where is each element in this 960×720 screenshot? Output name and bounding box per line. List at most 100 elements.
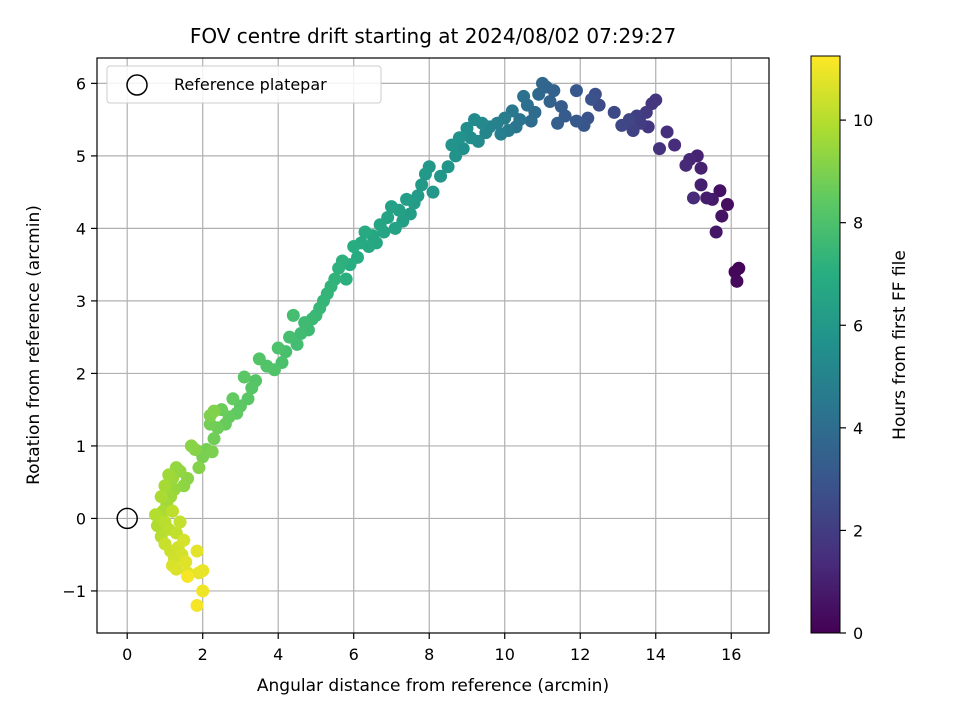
reference-platepar-marker — [116, 507, 138, 530]
data-point — [373, 218, 387, 232]
plot-frame — [96, 57, 770, 634]
data-point — [494, 127, 508, 141]
x-axis-ticks: 0 2 4 6 8 10 12 14 16 — [122, 633, 741, 664]
y-axis-ticks: −1 0 1 2 3 4 5 6 — [62, 74, 97, 601]
data-point — [694, 161, 708, 175]
x-tick-label: 2 — [198, 645, 208, 664]
y-tick-label: 6 — [76, 74, 86, 93]
y-tick-label: −1 — [62, 582, 86, 601]
data-point — [388, 221, 402, 235]
colorbar-tick-label: 8 — [853, 214, 863, 233]
data-point — [434, 169, 448, 183]
data-point — [713, 184, 727, 198]
data-point — [679, 158, 693, 172]
colorbar-tick-label: 2 — [853, 521, 863, 540]
data-point — [184, 439, 198, 453]
x-tick-label: 0 — [122, 645, 132, 664]
data-point — [626, 124, 640, 138]
data-point — [283, 330, 297, 344]
data-point — [569, 114, 583, 128]
data-point — [694, 178, 708, 192]
colorbar-ticks: 0 2 4 6 8 10 — [840, 111, 873, 643]
data-point — [585, 92, 599, 106]
legend-label-reference-platepar: Reference platepar — [174, 75, 327, 94]
data-point — [554, 100, 568, 114]
data-point — [615, 118, 629, 132]
data-point — [358, 225, 372, 239]
data-point — [532, 87, 546, 101]
colorbar-tick-label: 4 — [853, 419, 863, 438]
data-point — [543, 95, 557, 109]
legend: Reference platepar — [106, 65, 382, 104]
data-point — [154, 490, 168, 504]
data-points — [149, 76, 746, 612]
legend-box — [106, 65, 382, 104]
data-point — [607, 105, 621, 119]
colorbar-tick-label: 10 — [853, 111, 873, 130]
data-point — [162, 468, 176, 482]
x-tick-label: 14 — [646, 645, 666, 664]
data-point — [418, 167, 432, 181]
y-tick-label: 0 — [76, 509, 86, 528]
data-point — [653, 142, 667, 156]
data-point — [271, 341, 285, 355]
chart-title: FOV centre drift starting at 2024/08/02 … — [190, 24, 676, 48]
x-tick-label: 10 — [495, 645, 515, 664]
data-point — [339, 272, 353, 286]
y-tick-label: 1 — [76, 437, 86, 456]
data-point — [196, 584, 210, 598]
x-tick-label: 6 — [349, 645, 359, 664]
data-point — [426, 185, 440, 199]
data-point — [181, 569, 195, 583]
data-point — [668, 138, 682, 152]
data-point — [332, 261, 346, 275]
data-point — [177, 533, 191, 547]
data-point — [449, 149, 463, 163]
data-point — [384, 200, 398, 214]
data-point — [400, 192, 414, 206]
data-point — [347, 240, 361, 254]
colorbar-tick-label: 0 — [853, 624, 863, 643]
data-point — [441, 160, 455, 174]
data-point — [468, 113, 482, 127]
data-point — [237, 370, 251, 384]
colorbar-gradient — [810, 55, 841, 634]
x-tick-label: 4 — [273, 645, 283, 664]
data-point — [660, 125, 674, 139]
data-point — [524, 114, 538, 128]
data-point — [179, 555, 193, 569]
data-point — [569, 84, 583, 98]
data-point — [252, 352, 266, 366]
data-point — [207, 432, 221, 446]
data-point — [445, 138, 459, 152]
data-point — [415, 178, 429, 192]
data-point — [166, 504, 180, 518]
data-point — [207, 404, 221, 418]
data-point — [192, 461, 206, 475]
data-point — [294, 327, 308, 341]
data-point — [205, 445, 219, 459]
data-point — [149, 508, 163, 522]
data-point — [245, 381, 259, 395]
x-axis-label: Angular distance from reference (arcmin) — [257, 676, 609, 696]
x-tick-label: 8 — [424, 645, 434, 664]
data-point — [551, 116, 565, 130]
y-axis-label: Rotation from reference (arcmin) — [24, 205, 44, 485]
colorbar-label: Hours from first FF file — [890, 250, 910, 440]
data-point — [715, 209, 729, 223]
data-point — [709, 225, 723, 239]
x-tick-label: 16 — [721, 645, 741, 664]
y-tick-label: 4 — [76, 219, 86, 238]
y-tick-label: 3 — [76, 292, 86, 311]
data-point — [720, 197, 734, 211]
reference-marker-group — [116, 507, 138, 530]
data-point — [196, 564, 210, 578]
x-tick-label: 12 — [570, 645, 590, 664]
data-point — [158, 479, 172, 493]
data-point — [298, 316, 312, 330]
data-point — [686, 191, 700, 205]
legend-marker — [126, 74, 148, 96]
data-point — [190, 598, 204, 612]
colorbar-tick-label: 6 — [853, 316, 863, 335]
data-point — [190, 544, 204, 558]
